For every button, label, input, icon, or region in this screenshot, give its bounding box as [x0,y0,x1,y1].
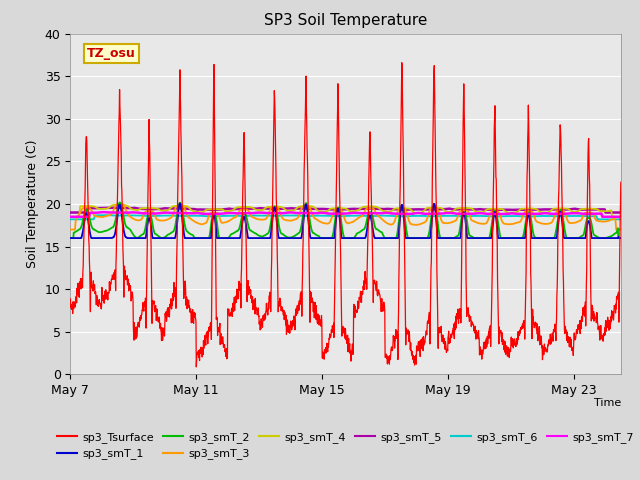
sp3_smT_7 [224,210,232,216]
sp3_smT_1 [318,235,326,241]
sp3_smT_7 [617,214,625,220]
sp3_smT_2 [265,228,273,234]
sp3_smT_1 [265,235,273,241]
sp3_smT_3 [617,227,625,232]
Line: sp3_smT_5: sp3_smT_5 [70,208,621,213]
Line: sp3_smT_1: sp3_smT_1 [70,204,621,238]
sp3_smT_4 [116,202,124,207]
sp3_smT_7 [115,210,122,216]
sp3_smT_6 [275,213,283,219]
sp3_smT_3 [275,207,283,213]
sp3_smT_3 [265,209,273,215]
sp3_smT_3 [436,212,444,217]
sp3_smT_6 [318,213,326,218]
sp3_smT_2 [436,232,444,238]
sp3_smT_5 [275,206,283,212]
sp3_smT_1 [176,201,184,206]
sp3_smT_2 [617,235,625,241]
sp3_smT_2 [275,223,283,228]
Text: TZ_osu: TZ_osu [87,47,136,60]
sp3_smT_1 [275,235,283,241]
Line: sp3_smT_3: sp3_smT_3 [70,204,621,229]
sp3_smT_3 [114,201,122,207]
sp3_smT_3 [67,227,74,232]
sp3_Tsurface [265,295,273,300]
Text: Time: Time [593,398,621,408]
sp3_smT_5 [67,210,74,216]
sp3_smT_6 [265,213,273,219]
sp3_Tsurface [193,364,200,370]
sp3_smT_6 [224,213,232,219]
sp3_smT_4 [67,214,74,220]
sp3_smT_5 [265,206,273,212]
sp3_Tsurface [318,354,326,360]
Line: sp3_Tsurface: sp3_Tsurface [70,63,621,367]
sp3_smT_4 [114,202,122,207]
sp3_smT_2 [116,200,124,205]
sp3_smT_3 [318,220,326,226]
Line: sp3_smT_4: sp3_smT_4 [70,204,621,217]
Title: SP3 Soil Temperature: SP3 Soil Temperature [264,13,428,28]
sp3_smT_2 [67,235,74,241]
sp3_smT_3 [116,201,124,207]
Line: sp3_smT_6: sp3_smT_6 [70,215,621,219]
sp3_smT_1 [436,235,444,241]
sp3_smT_4 [617,214,625,220]
Line: sp3_smT_7: sp3_smT_7 [70,212,621,217]
sp3_smT_2 [318,235,326,241]
sp3_smT_5 [113,205,121,211]
sp3_smT_2 [114,204,122,210]
Y-axis label: Soil Temperature (C): Soil Temperature (C) [26,140,39,268]
sp3_Tsurface [114,169,122,175]
sp3_Tsurface [67,296,74,302]
sp3_smT_7 [436,211,444,216]
sp3_smT_4 [224,208,232,214]
sp3_smT_6 [67,216,74,222]
sp3_smT_1 [617,235,625,241]
sp3_smT_5 [617,210,625,216]
sp3_Tsurface [224,306,232,312]
sp3_Tsurface [398,60,406,66]
sp3_smT_1 [67,235,74,241]
sp3_smT_6 [115,213,122,218]
sp3_smT_7 [67,214,74,220]
sp3_smT_4 [436,205,444,211]
sp3_smT_7 [318,210,326,216]
sp3_smT_2 [224,235,232,241]
sp3_smT_6 [617,216,625,222]
sp3_smT_4 [275,204,283,210]
sp3_Tsurface [436,329,444,335]
sp3_smT_4 [318,209,326,215]
sp3_smT_4 [265,204,273,210]
sp3_smT_7 [265,210,273,216]
sp3_smT_5 [224,206,232,212]
sp3_smT_7 [275,210,283,216]
sp3_smT_5 [115,205,122,211]
sp3_smT_6 [100,212,108,218]
sp3_smT_3 [224,218,232,224]
sp3_smT_7 [100,209,108,215]
Line: sp3_smT_2: sp3_smT_2 [70,203,621,238]
sp3_smT_5 [318,206,326,212]
sp3_smT_6 [436,213,444,219]
Legend: sp3_Tsurface, sp3_smT_1, sp3_smT_2, sp3_smT_3, sp3_smT_4, sp3_smT_5, sp3_smT_6, : sp3_Tsurface, sp3_smT_1, sp3_smT_2, sp3_… [53,428,638,464]
sp3_smT_1 [224,235,232,241]
sp3_smT_1 [114,210,122,216]
sp3_Tsurface [617,180,625,185]
sp3_Tsurface [275,299,283,304]
sp3_smT_5 [436,206,444,212]
